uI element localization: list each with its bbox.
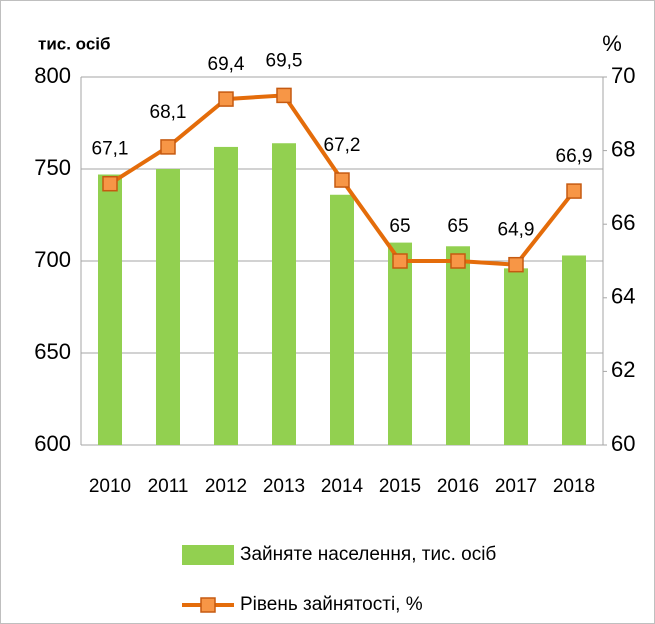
marker	[334, 172, 350, 188]
x-tick-label: 2010	[89, 476, 131, 497]
x-tick-label: 2018	[553, 476, 595, 497]
data-label: 68,1	[150, 102, 187, 123]
bar	[330, 194, 354, 445]
x-tick-label: 2017	[495, 476, 537, 497]
data-label: 64,9	[498, 220, 535, 241]
data-label: 67,1	[92, 139, 129, 160]
x-tick-label: 2016	[437, 476, 479, 497]
marker	[102, 175, 118, 192]
x-tick-label: 2015	[379, 476, 421, 497]
y2-tick-label: 70	[611, 63, 635, 88]
data-label: 65	[389, 216, 410, 237]
x-tick-label: 2011	[148, 476, 189, 497]
bar	[504, 268, 528, 445]
y-tick-label: 600	[34, 431, 71, 456]
x-tick-label: 2013	[263, 476, 305, 497]
data-label: 65	[447, 216, 468, 237]
y2-axis-label: %	[602, 31, 622, 56]
y-tick-label: 800	[34, 63, 71, 88]
bar	[446, 246, 470, 445]
legend-label: Зайняте населення, тис. осіб	[240, 544, 496, 565]
y2-tick-label: 68	[611, 136, 635, 161]
data-label: 69,5	[266, 50, 303, 71]
marker	[218, 91, 234, 107]
y2-tick-label: 62	[611, 357, 635, 382]
bar	[388, 242, 412, 445]
marker	[450, 253, 466, 269]
bar	[562, 255, 586, 445]
y2-tick-label: 60	[611, 431, 635, 456]
y-tick-label: 650	[34, 339, 71, 364]
data-label: 66,9	[556, 146, 593, 167]
marker	[566, 183, 582, 199]
marker	[160, 139, 176, 155]
bar	[156, 169, 180, 445]
y-tick-label: 750	[34, 155, 71, 180]
legend-label: Рівень зайнятості, %	[240, 594, 423, 615]
bar	[272, 143, 296, 446]
y-tick-label: 700	[34, 247, 71, 272]
marker	[276, 87, 292, 104]
marker	[392, 253, 408, 269]
data-label: 67,2	[324, 135, 361, 156]
legend-marker	[200, 597, 216, 613]
legend-swatch	[182, 545, 234, 565]
x-tick-label: 2014	[321, 476, 364, 497]
x-tick-label: 2012	[205, 476, 247, 497]
bar	[98, 174, 122, 445]
marker	[508, 256, 524, 273]
y2-tick-label: 66	[611, 210, 635, 235]
bar	[214, 146, 238, 446]
y2-tick-label: 64	[611, 284, 635, 309]
y-axis-label: тис. осіб	[38, 34, 111, 53]
data-label: 69,4	[208, 54, 245, 75]
